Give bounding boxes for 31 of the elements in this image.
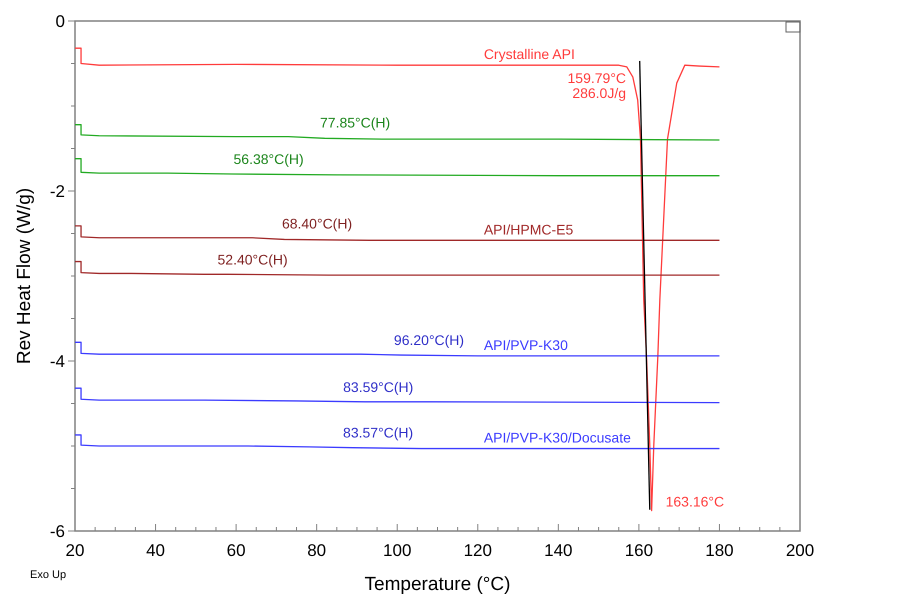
- annotation: 286.0J/g: [572, 85, 626, 102]
- x-tick-label: 80: [307, 541, 326, 560]
- x-tick-label: 180: [705, 541, 734, 560]
- y-tick-label: -6: [50, 522, 65, 541]
- annotation: 96.20°C(H): [394, 332, 464, 348]
- annotation: 163.16°C: [666, 494, 724, 510]
- annotation: 77.85°C(H): [320, 114, 390, 130]
- y-tick-label: 0: [56, 12, 65, 31]
- x-tick-label: 160: [624, 541, 654, 560]
- x-tick-label: 20: [66, 541, 84, 560]
- annotation: 83.57°C(H): [343, 424, 414, 441]
- annotation: 159.79°C: [568, 70, 626, 86]
- x-tick-label: 200: [786, 541, 814, 560]
- series-label: API/PVP-K30/Docusate: [484, 430, 632, 446]
- series-label: API/PVP-K30: [484, 336, 568, 353]
- y-axis-title: Rev Heat Flow (W/g): [14, 188, 35, 364]
- series-label: API/HPMC-E5: [484, 221, 574, 238]
- x-axis-title: Temperature (°C): [364, 574, 510, 595]
- x-tick-label: 60: [226, 541, 246, 560]
- annotation: 68.40°C(H): [282, 216, 352, 232]
- y-tick-label: -4: [50, 352, 65, 371]
- annotation: 83.59°C(H): [343, 378, 414, 395]
- annotation: 52.40°C(H): [218, 251, 288, 268]
- x-tick-label: 140: [544, 541, 573, 560]
- x-tick-label: 100: [383, 541, 412, 560]
- y-tick-label: -2: [50, 182, 65, 201]
- text: Exo Up: [30, 569, 66, 581]
- series-label: Crystalline API: [484, 46, 575, 62]
- annotation: 56.38°C(H): [234, 151, 304, 167]
- x-tick-label: 120: [464, 541, 492, 560]
- x-tick-label: 40: [146, 541, 166, 560]
